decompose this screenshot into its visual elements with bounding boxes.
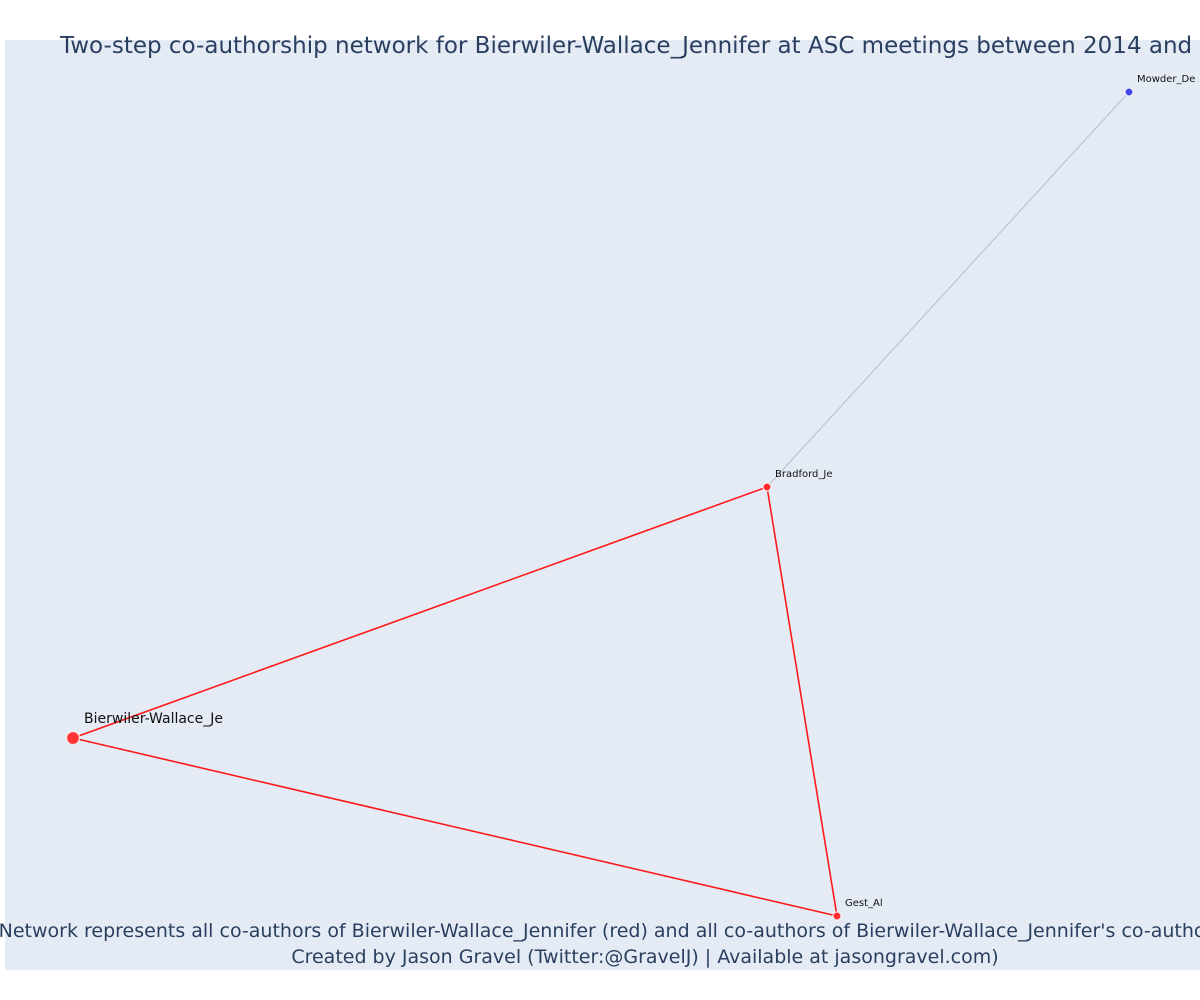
node-mowder[interactable]	[1124, 87, 1134, 97]
plot-background	[5, 40, 1200, 970]
figure-caption-line1: Network represents all co-authors of Bie…	[0, 920, 1200, 942]
label-layer: Bierwiler-Wallace_Je Bradford_Je Gest_Al Mo…	[84, 74, 1195, 909]
edge-bradford-gest	[766, 486, 838, 917]
node-label-bierwiler: Bierwiler-Wallace_Je	[84, 711, 223, 727]
edge-layer	[72, 91, 1130, 917]
node-label-gest: Gest_Al	[845, 898, 883, 909]
node-bierwiler[interactable]	[65, 730, 81, 746]
node-bradford[interactable]	[762, 482, 772, 492]
edge-bierwiler-gest	[72, 737, 838, 917]
figure-title: Two-step co-authorship network for Bierw…	[59, 33, 1192, 59]
edge-bierwiler-bradford	[72, 486, 768, 739]
node-layer	[65, 87, 1134, 921]
node-label-bradford: Bradford_Je	[775, 469, 832, 480]
edge-bradford-mowder	[766, 91, 1130, 488]
node-gest[interactable]	[832, 911, 842, 921]
node-label-mowder: Mowder_De	[1137, 74, 1195, 85]
figure-caption-line2: Created by Jason Gravel (Twitter:@Gravel…	[291, 946, 998, 968]
